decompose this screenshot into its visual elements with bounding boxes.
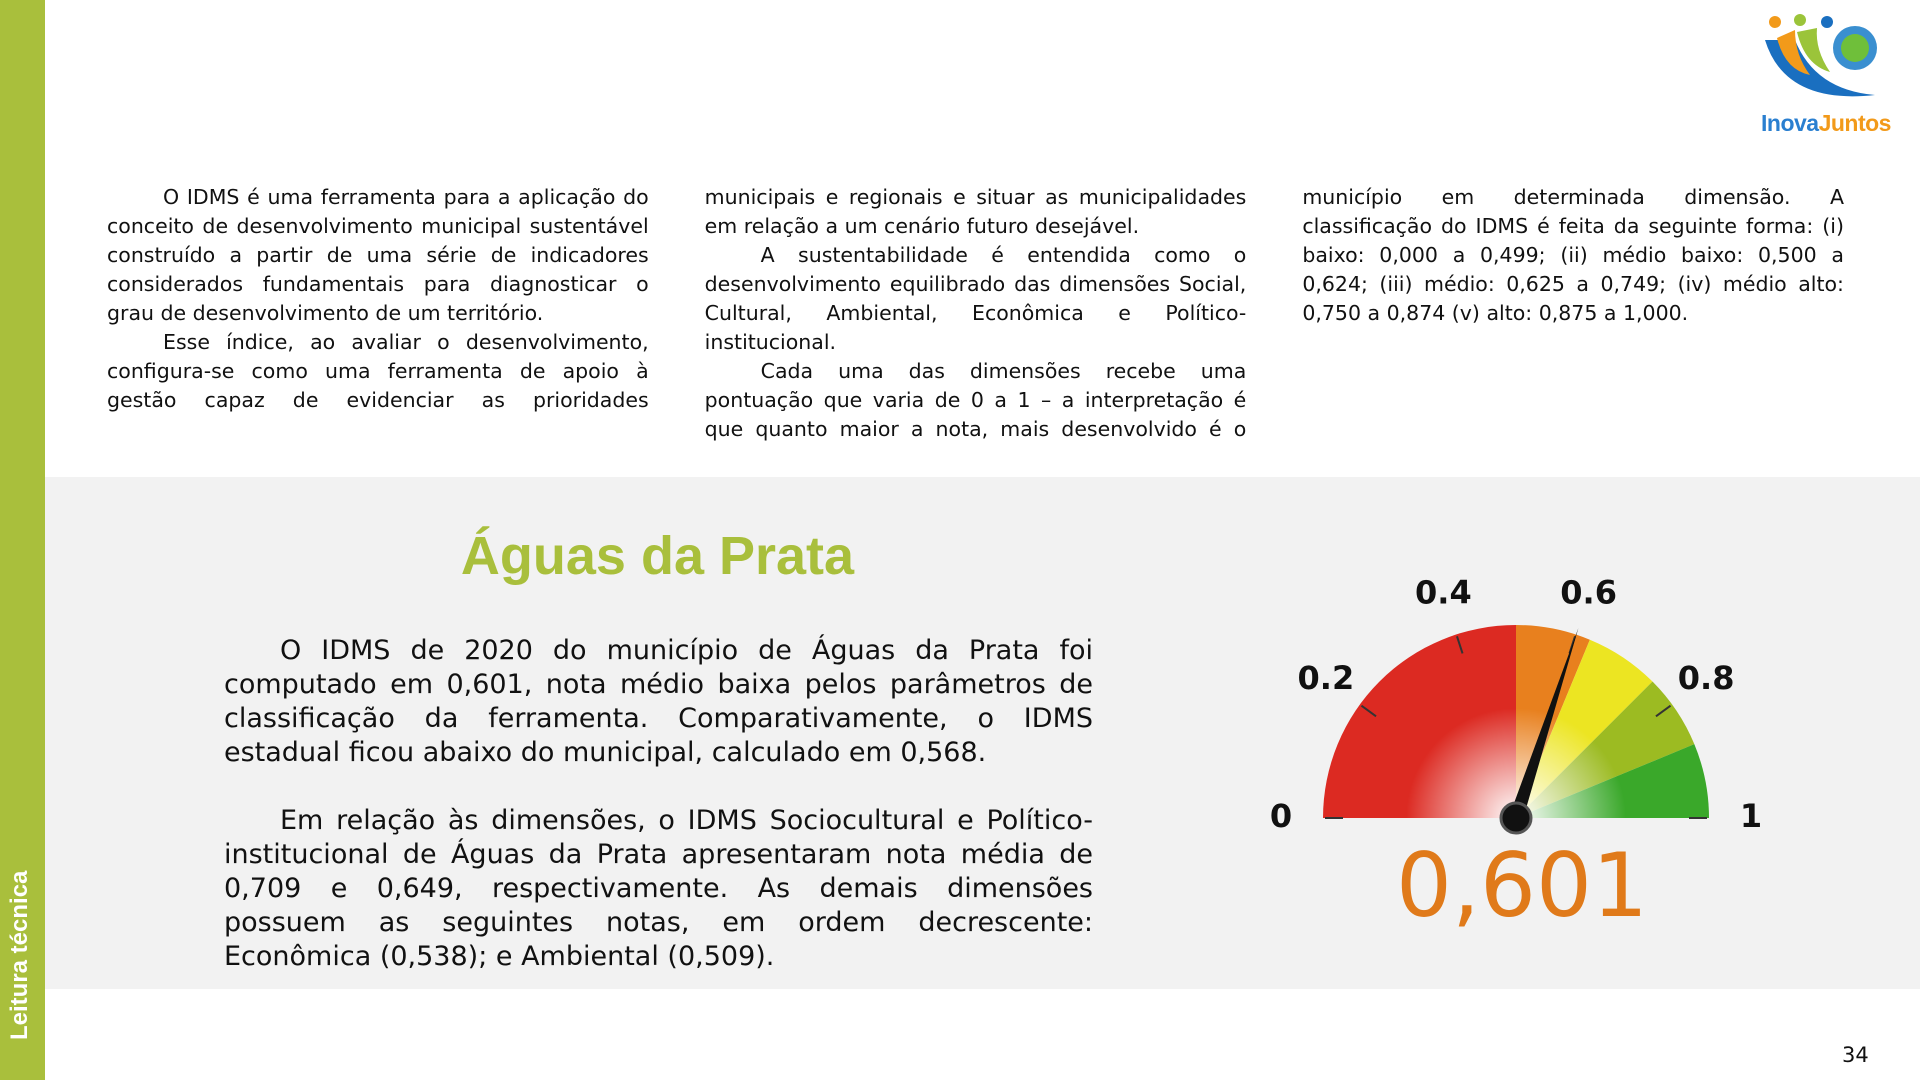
gauge-tick-label: 0	[1270, 797, 1292, 835]
gauge-tick-label: 1	[1740, 797, 1762, 835]
paragraph: A sustentabilidade é entendida como o de…	[704, 243, 1247, 354]
section-text: O IDMS de 2020 do município de Águas da …	[224, 634, 1093, 974]
section-title: Águas da Prata	[460, 526, 855, 586]
gauge-tick-label: 0.6	[1560, 574, 1617, 612]
gauge-value-label: 0,601	[1396, 834, 1648, 937]
sidebar: Leitura técnica	[0, 0, 45, 1080]
paragraph: Esse índice, ao avaliar o desenvolviment…	[107, 185, 1247, 412]
logo-text: InovaJuntos	[1761, 110, 1891, 137]
gauge-tick	[1655, 704, 1672, 718]
paragraph: Cada uma das dimensões recebe uma pontua…	[704, 185, 1844, 441]
gauge-tick	[1456, 636, 1464, 654]
paragraph: O IDMS de 2020 do município de Águas da …	[224, 635, 1093, 768]
gauge: 0 0.2 0.4 0.6 0.8 1 0,601	[1270, 574, 1762, 937]
logo-text-1: Inova	[1761, 110, 1819, 136]
gauge-tick-label: 0.8	[1678, 659, 1735, 697]
logo-mark	[1765, 14, 1877, 97]
gauge-marks: 0 0.2 0.4 0.6 0.8 1 0,601	[1270, 574, 1762, 937]
sidebar-label: Leitura técnica	[6, 870, 33, 1040]
gauge-tick-label: 0.4	[1415, 574, 1472, 612]
gauge-tick	[1360, 704, 1377, 718]
page-number: 34	[1842, 1043, 1869, 1067]
gauge-tick-label: 0.2	[1298, 659, 1355, 697]
paragraph: Em relação às dimensões, o IDMS Sociocul…	[224, 805, 1093, 972]
gauge-glow	[1323, 625, 1709, 818]
paragraph: O IDMS é uma ferramenta para a aplicação…	[107, 185, 649, 325]
gauge-needle	[1509, 627, 1579, 821]
logo: InovaJuntos	[1755, 10, 1905, 140]
gauge-hub	[1499, 801, 1533, 835]
logo-text-2: Juntos	[1818, 110, 1892, 136]
intro-text: O IDMS é uma ferramenta para a aplicação…	[107, 183, 1844, 453]
